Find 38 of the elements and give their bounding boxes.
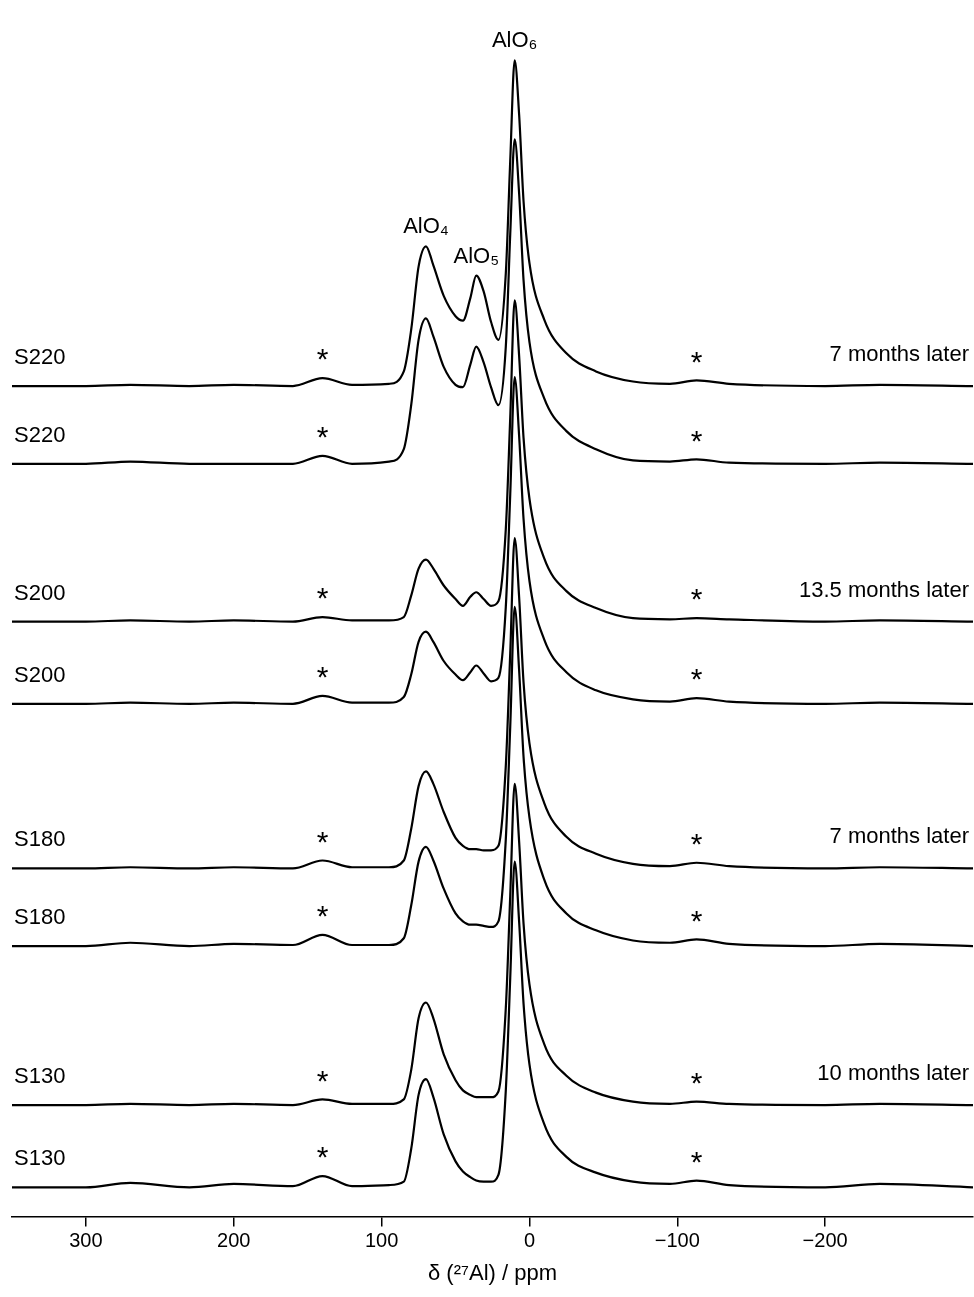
annotation: * bbox=[690, 662, 703, 696]
series-label: S180 bbox=[14, 826, 66, 852]
series-label: S200 bbox=[14, 661, 66, 687]
x-axis-title: δ (²⁷Al) / ppm bbox=[428, 1259, 557, 1285]
x-tick-label: 300 bbox=[69, 1229, 103, 1252]
annotation: * bbox=[690, 344, 703, 378]
annotation: * bbox=[316, 342, 329, 376]
annotation: * bbox=[690, 903, 703, 937]
x-tick-label: 200 bbox=[217, 1229, 251, 1252]
x-tick-label: −200 bbox=[802, 1229, 848, 1252]
annotation: * bbox=[690, 582, 703, 616]
x-tick-label: −100 bbox=[654, 1229, 700, 1252]
annotation: AlO₄ bbox=[403, 213, 449, 239]
annotation: AlO₆ bbox=[491, 27, 538, 53]
series-label: S130 bbox=[14, 1063, 66, 1089]
annotation: * bbox=[316, 1063, 329, 1097]
annotation: * bbox=[690, 1144, 703, 1178]
annotation: AlO₅ bbox=[453, 242, 500, 268]
series-label: S220 bbox=[14, 421, 66, 447]
x-tick-label: 100 bbox=[364, 1229, 399, 1252]
annotation: * bbox=[316, 1140, 329, 1174]
series-label: S130 bbox=[14, 1145, 66, 1171]
annotation: * bbox=[690, 827, 703, 860]
annotation: 10 months later bbox=[817, 1060, 969, 1086]
annotation: * bbox=[316, 899, 329, 933]
annotation: * bbox=[690, 1065, 703, 1099]
annotation: * bbox=[316, 660, 329, 694]
series-label: S220 bbox=[14, 344, 66, 370]
annotation: 7 months later bbox=[829, 341, 969, 367]
annotation: * bbox=[316, 824, 329, 858]
annotation: * bbox=[316, 581, 329, 615]
series-label: S200 bbox=[14, 579, 66, 605]
annotation: * bbox=[690, 423, 703, 457]
annotation: 7 months later bbox=[829, 823, 969, 849]
annotation: 13.5 months later bbox=[799, 576, 969, 602]
x-tick-label: 0 bbox=[523, 1229, 536, 1252]
annotation: * bbox=[316, 420, 329, 454]
series-label: S180 bbox=[14, 904, 66, 930]
